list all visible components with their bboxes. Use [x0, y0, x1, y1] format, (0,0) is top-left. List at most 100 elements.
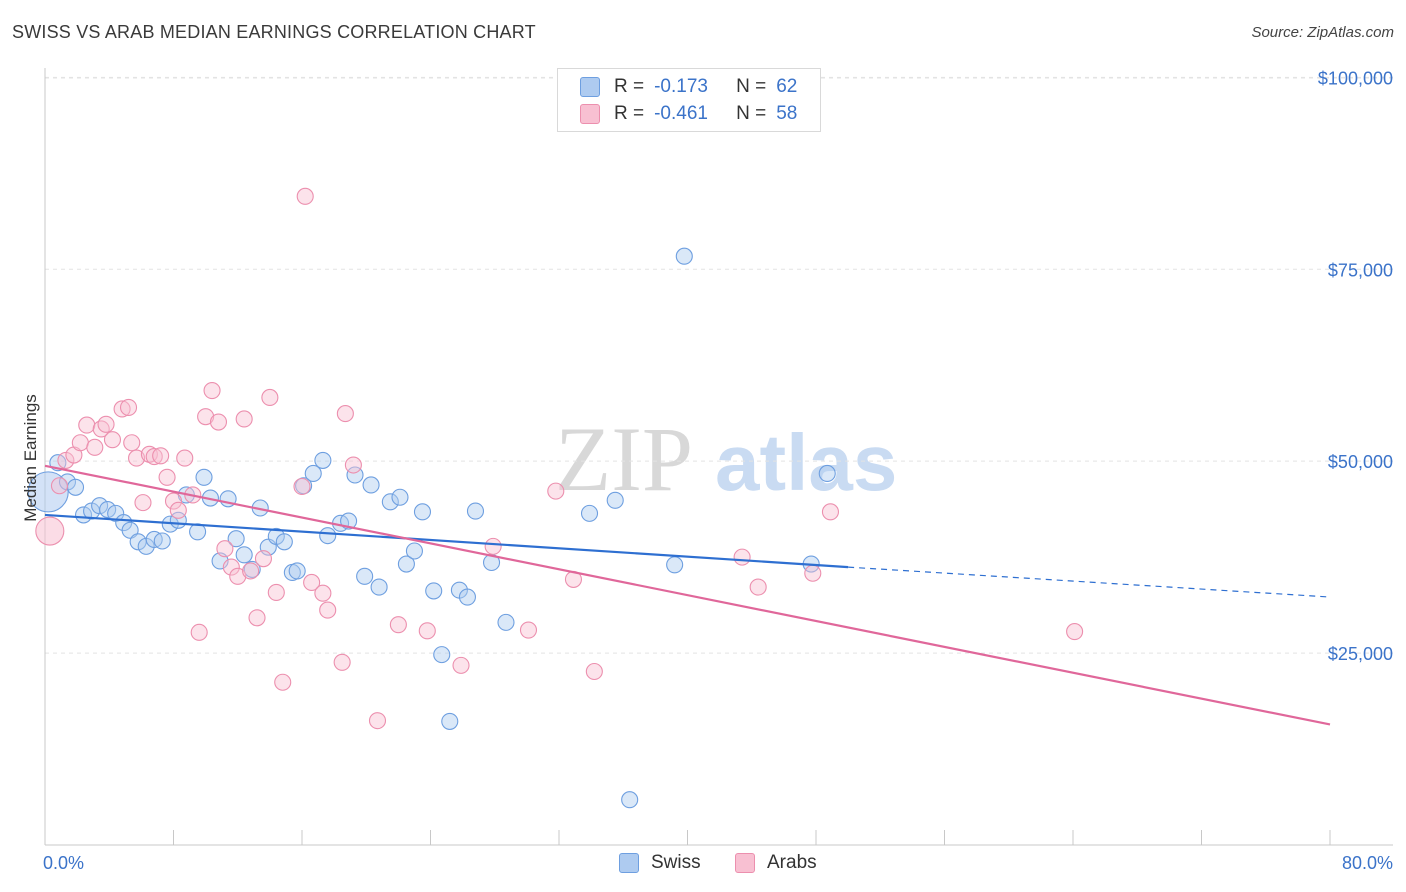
- data-point-arabs: [519, 621, 538, 639]
- legend-item-arabs: Arabs: [735, 852, 817, 874]
- data-point-swiss: [497, 613, 515, 631]
- data-point-swiss: [666, 556, 684, 574]
- data-point-arabs: [216, 540, 234, 558]
- data-point-arabs: [86, 438, 104, 456]
- data-point-swiss: [441, 712, 459, 730]
- data-point-arabs: [190, 623, 208, 641]
- data-point-swiss: [27, 471, 69, 513]
- legend-r-key: R =: [614, 76, 645, 97]
- data-point-arabs: [78, 416, 96, 434]
- data-point-swiss: [235, 546, 253, 564]
- watermark-zip: ZIP: [555, 408, 693, 510]
- data-point-swiss: [304, 464, 322, 483]
- trend-lines: [44, 464, 1331, 726]
- series-arabs: [35, 187, 1084, 730]
- data-point-arabs: [128, 449, 146, 467]
- data-point-arabs: [368, 712, 387, 730]
- y-tick-labels: $25,000 $50,000 $75,000 $100,000: [1318, 68, 1393, 664]
- data-point-swiss: [356, 567, 374, 585]
- data-point-arabs: [197, 408, 215, 426]
- data-point-swiss: [75, 506, 93, 524]
- data-points: [27, 187, 1084, 809]
- legend-item-swiss: Swiss: [619, 852, 701, 874]
- legend-label-arabs: Arabs: [767, 852, 817, 873]
- data-point-arabs: [267, 583, 285, 601]
- data-point-arabs: [152, 447, 170, 465]
- y-tick-label: $100,000: [1318, 68, 1393, 88]
- data-point-arabs: [119, 398, 138, 416]
- data-point-arabs: [547, 482, 565, 500]
- trend-line-arabs: [44, 464, 1331, 726]
- data-point-swiss: [381, 493, 399, 511]
- data-point-arabs: [235, 410, 253, 428]
- data-point-arabs: [261, 388, 279, 407]
- stats-legend: R = -0.173 N = 62 R = -0.461 N = 58: [557, 68, 821, 132]
- series-swiss: [27, 247, 836, 809]
- data-point-swiss: [818, 464, 836, 483]
- y-tick-label: $50,000: [1328, 452, 1393, 472]
- series-legend: Swiss Arabs: [0, 852, 1406, 878]
- data-point-arabs: [274, 673, 292, 691]
- data-point-swiss: [458, 588, 476, 606]
- data-point-swiss: [370, 578, 388, 596]
- data-point-arabs: [296, 187, 314, 205]
- legend-n-key: N =: [736, 103, 767, 124]
- legend-n-key: N =: [736, 76, 767, 97]
- data-point-swiss: [433, 646, 451, 664]
- chart-title: SWISS VS ARAB MEDIAN EARNINGS CORRELATIO…: [12, 22, 536, 42]
- data-point-arabs: [452, 656, 470, 674]
- data-point-arabs: [103, 431, 122, 449]
- data-point-swiss: [275, 533, 293, 551]
- data-point-arabs: [229, 567, 247, 585]
- data-point-swiss: [425, 582, 443, 600]
- trend-line-swiss-extension: [848, 566, 1331, 598]
- legend-r-key: R =: [614, 103, 645, 124]
- data-point-swiss: [391, 488, 409, 506]
- data-point-arabs: [333, 653, 351, 671]
- data-point-swiss: [413, 503, 432, 521]
- legend-row-arabs: R = -0.461 N = 58: [580, 101, 797, 127]
- legend-r-value: -0.461: [654, 103, 708, 124]
- data-point-arabs: [293, 477, 311, 496]
- data-point-arabs: [821, 503, 840, 521]
- data-point-arabs: [123, 434, 141, 452]
- legend-swatch-arabs: [580, 104, 600, 124]
- data-point-arabs: [418, 622, 436, 640]
- data-point-swiss: [621, 791, 639, 809]
- legend-row-swiss: R = -0.173 N = 62: [580, 74, 797, 100]
- legend-n-value: 62: [776, 76, 798, 97]
- data-point-arabs: [242, 562, 260, 580]
- data-point-arabs: [134, 494, 152, 512]
- data-point-swiss: [580, 504, 599, 522]
- data-point-arabs: [319, 601, 337, 619]
- data-point-arabs: [585, 662, 603, 681]
- data-point-arabs: [733, 548, 751, 566]
- data-point-swiss: [295, 477, 313, 495]
- watermark-atlas: atlas: [715, 418, 897, 507]
- data-point-arabs: [92, 420, 110, 438]
- legend-r-value: -0.173: [654, 76, 708, 97]
- legend-swatch-arabs: [735, 853, 755, 873]
- data-point-swiss: [606, 491, 624, 509]
- data-point-arabs: [113, 400, 131, 418]
- legend-label-swiss: Swiss: [651, 852, 701, 873]
- data-point-swiss: [362, 476, 380, 494]
- data-point-arabs: [222, 558, 240, 576]
- data-point-swiss: [195, 468, 213, 486]
- data-point-swiss: [99, 500, 117, 519]
- data-point-arabs: [164, 492, 183, 510]
- data-point-swiss: [405, 542, 423, 560]
- data-point-arabs: [97, 415, 115, 433]
- data-point-arabs: [314, 584, 332, 602]
- data-point-arabs: [1066, 623, 1084, 641]
- data-point-arabs: [35, 516, 65, 546]
- axes: [44, 68, 1393, 846]
- trend-line-swiss: [44, 513, 849, 569]
- data-point-arabs: [336, 405, 354, 423]
- data-point-swiss: [66, 478, 85, 496]
- data-point-arabs: [344, 456, 362, 474]
- legend-swatch-swiss: [580, 77, 600, 97]
- data-point-arabs: [484, 537, 502, 555]
- data-point-arabs: [71, 434, 89, 452]
- data-point-arabs: [158, 468, 176, 486]
